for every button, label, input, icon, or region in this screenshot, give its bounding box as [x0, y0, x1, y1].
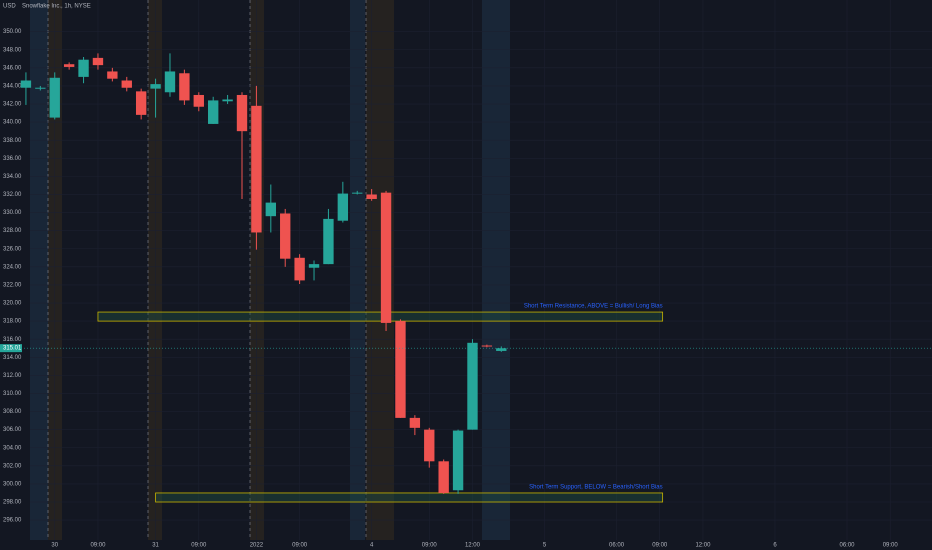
candle-body: [35, 87, 46, 89]
chart-title: Snowflake Inc., 1h, NYSE: [22, 4, 91, 10]
y-tick-label: 324.00: [3, 264, 22, 270]
candle-body: [164, 71, 176, 93]
session-band: [30, 0, 48, 540]
currency-label: USD: [3, 4, 16, 10]
y-tick-label: 338.00: [3, 138, 22, 144]
y-tick-label: 334.00: [3, 174, 22, 180]
candle-body: [280, 213, 291, 259]
y-tick-label: 296.00: [3, 518, 22, 524]
y-tick-label: 336.00: [3, 156, 22, 162]
candle-body: [366, 194, 377, 199]
session-band: [350, 0, 365, 540]
candle-body: [294, 257, 305, 281]
y-tick-label: 342.00: [3, 102, 22, 108]
candle-body: [265, 202, 276, 217]
x-tick-label: 06:00: [840, 543, 856, 549]
y-tick-label: 318.00: [3, 319, 22, 325]
x-tick-label: 12:00: [695, 543, 711, 549]
y-tick-label: 312.00: [3, 373, 22, 379]
candle-body: [467, 342, 478, 430]
y-tick-label: 316.00: [3, 337, 22, 343]
candle-body: [337, 193, 349, 221]
x-tick-label: 09:00: [90, 543, 106, 549]
x-tick-label: 6: [773, 543, 777, 549]
candle-body: [150, 84, 161, 89]
x-tick-label: 5: [543, 543, 547, 549]
y-tick-label: 314.00: [3, 355, 22, 361]
session-band: [482, 0, 510, 540]
y-tick-label: 332.00: [3, 192, 22, 198]
zone-box: [155, 492, 664, 503]
y-tick-label: 330.00: [3, 210, 22, 216]
candle-body: [222, 99, 233, 102]
x-tick-label: 2022: [250, 543, 264, 549]
y-tick-label: 298.00: [3, 500, 22, 506]
candle-body: [352, 192, 363, 194]
y-tick-label: 320.00: [3, 301, 22, 307]
x-tick-label: 06:00: [609, 543, 625, 549]
candle-body: [438, 461, 449, 493]
candle-body: [121, 80, 132, 88]
candle-body: [63, 64, 75, 67]
candle-body: [20, 80, 32, 88]
y-tick-label: 328.00: [3, 228, 22, 234]
y-tick-label: 348.00: [3, 47, 22, 53]
x-tick-label: 09:00: [422, 543, 438, 549]
candle-body: [481, 345, 493, 347]
candle-body: [49, 77, 60, 118]
y-tick-label: 326.00: [3, 246, 22, 252]
x-tick-label: 09:00: [883, 543, 899, 549]
candle-body: [380, 192, 392, 323]
candle-body: [107, 71, 118, 79]
x-tick-label: 4: [370, 543, 374, 549]
candle-body: [496, 348, 507, 351]
candle-body: [395, 321, 406, 418]
y-tick-label: 346.00: [3, 65, 22, 71]
candle-body: [452, 430, 464, 491]
x-tick-label: 09:00: [292, 543, 308, 549]
zone-label: Short Term Support, BELOW = Bearish/Shor…: [529, 485, 662, 491]
x-tick-label: 09:00: [652, 543, 668, 549]
y-tick-label: 340.00: [3, 120, 22, 126]
y-tick-label: 306.00: [3, 427, 22, 433]
session-band: [148, 0, 162, 540]
candle-body: [179, 73, 190, 101]
candle-body: [92, 57, 104, 66]
y-tick-label: 304.00: [3, 445, 22, 451]
x-tick-label: 31: [152, 543, 159, 549]
candle-body: [424, 429, 435, 462]
last-price-label: 315.01: [3, 346, 22, 352]
candle-body: [193, 94, 204, 107]
candle-body: [135, 91, 147, 115]
session-band: [250, 0, 264, 540]
zone-label: Short Term Resistance, ABOVE = Bullish/ …: [524, 304, 663, 310]
zone-box: [97, 311, 664, 322]
y-tick-label: 322.00: [3, 283, 22, 289]
candle-body: [251, 105, 262, 233]
candle-body: [308, 264, 320, 268]
y-tick-label: 310.00: [3, 391, 22, 397]
last-price-tag: [0, 344, 22, 353]
y-tick-label: 344.00: [3, 84, 22, 90]
y-tick-label: 350.00: [3, 29, 22, 35]
candle-body: [323, 218, 334, 265]
candle-body: [409, 417, 421, 428]
x-tick-label: 09:00: [191, 543, 207, 549]
candle-body: [208, 100, 219, 124]
y-tick-label: 300.00: [3, 481, 22, 487]
x-tick-label: 30: [51, 543, 58, 549]
candle-body: [78, 59, 89, 77]
y-tick-label: 302.00: [3, 463, 22, 469]
x-tick-label: 12:00: [465, 543, 481, 549]
y-tick-label: 308.00: [3, 409, 22, 415]
candle-body: [236, 94, 248, 132]
